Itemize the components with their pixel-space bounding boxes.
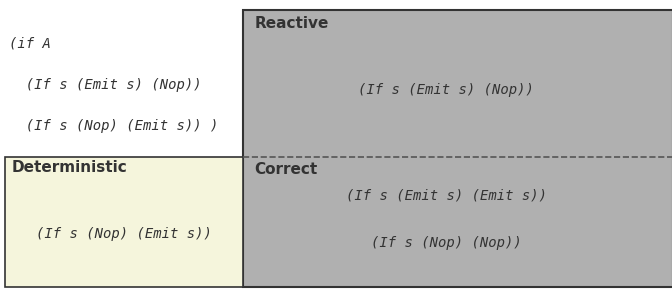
Text: (If s (Nop) (Nop)): (If s (Nop) (Nop)) (371, 236, 521, 250)
Text: (If s (Nop) (Emit s)): (If s (Nop) (Emit s)) (36, 227, 212, 241)
Text: Deterministic: Deterministic (11, 160, 127, 175)
Text: (If s (Emit s) (Emit s)): (If s (Emit s) (Emit s)) (345, 189, 547, 203)
Bar (5, 157, 243, 287)
Text: Correct: Correct (255, 162, 318, 177)
Bar (243, 10, 672, 287)
Text: (if A: (if A (9, 37, 51, 51)
Text: (If s (Nop) (Emit s)) ): (If s (Nop) (Emit s)) ) (9, 119, 218, 133)
Text: (If s (Emit s) (Nop)): (If s (Emit s) (Nop)) (9, 78, 202, 92)
Text: Reactive: Reactive (255, 16, 329, 31)
Text: (If s (Emit s) (Nop)): (If s (Emit s) (Nop)) (358, 83, 534, 97)
